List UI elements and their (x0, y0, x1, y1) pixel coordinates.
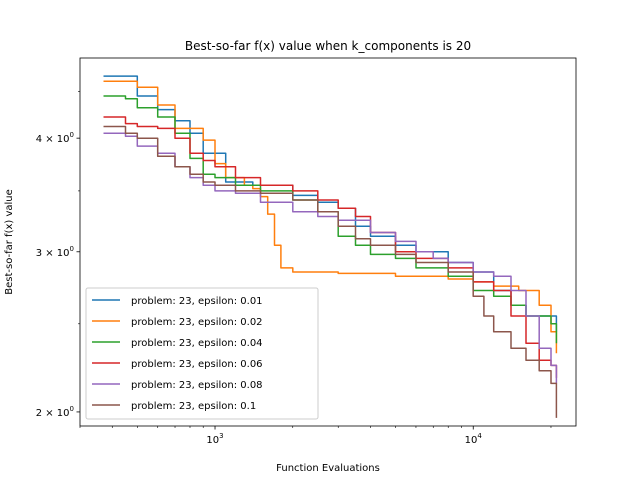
x-axis-ticks: 103 104 (79, 426, 552, 446)
series-layer (103, 75, 558, 418)
legend: problem: 23, epsilon: 0.01 problem: 23, e… (85, 287, 319, 420)
y-tick-label: 2 × 100 (36, 405, 74, 419)
series-line-5 (103, 125, 558, 418)
legend-label-3: problem: 23, epsilon: 0.06 (131, 359, 263, 370)
series-line-1 (103, 80, 558, 354)
x-tick-label: 103 (206, 432, 223, 446)
legend-label-2: problem: 23, epsilon: 0.04 (131, 338, 263, 349)
x-axis-label: Function Evaluations (276, 463, 380, 474)
legend-frame (85, 287, 319, 420)
legend-label-4: problem: 23, epsilon: 0.08 (131, 380, 263, 391)
axes-frame (79, 57, 577, 427)
legend-label-5: problem: 23, epsilon: 0.1 (131, 401, 256, 412)
y-tick-label: 3 × 100 (36, 245, 74, 259)
series-line-3 (103, 116, 558, 378)
chart-title: Best-so-far f(x) value when k_components… (185, 39, 471, 53)
plot-area (79, 57, 577, 427)
legend-label-0: problem: 23, epsilon: 0.01 (131, 296, 263, 307)
y-axis-label: Best-so-far f(x) value (4, 189, 15, 295)
y-tick-label: 4 × 100 (36, 131, 74, 145)
y-axis-ticks: 2 × 100 3 × 100 4 × 100 (36, 91, 80, 419)
x-tick-label: 104 (465, 432, 483, 446)
legend-label-1: problem: 23, epsilon: 0.02 (131, 317, 263, 328)
